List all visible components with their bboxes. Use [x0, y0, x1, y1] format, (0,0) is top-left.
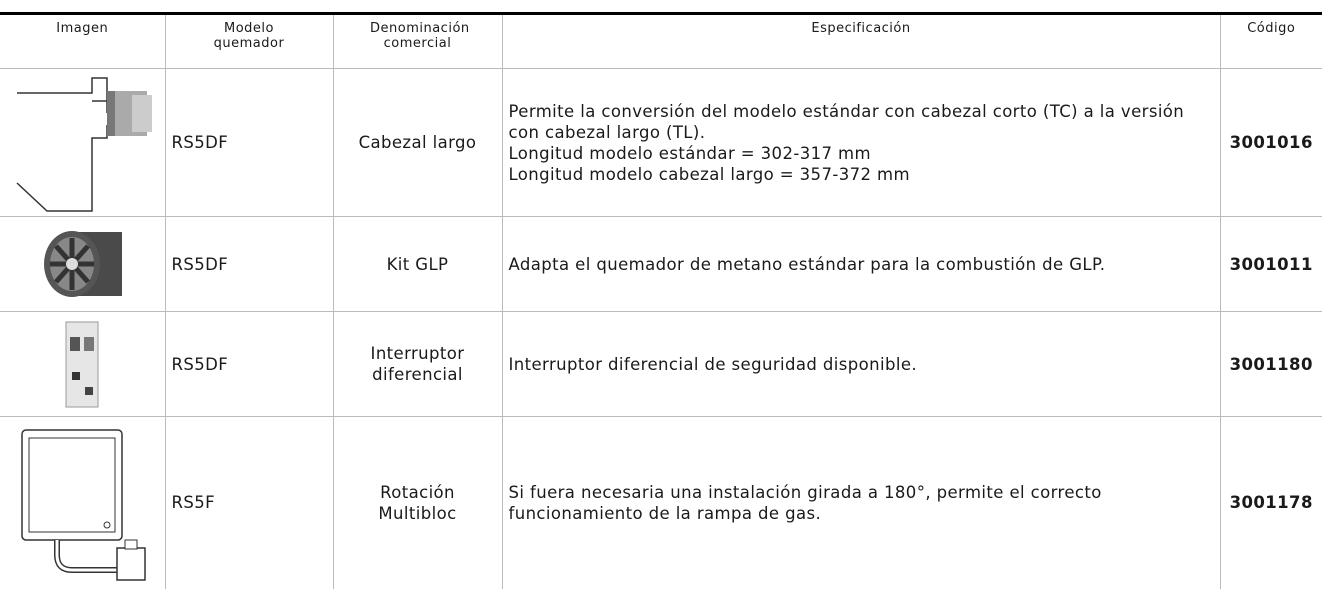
row: RS5DF Kit GLP Adapta el quemador de meta…	[0, 216, 1322, 312]
row: RS5DF Interruptor diferencial Interrupto…	[0, 311, 1322, 417]
image-cell	[0, 217, 165, 312]
code: 3001178	[1219, 416, 1322, 589]
header-cell: Código	[1219, 13, 1322, 69]
spec: Si fuera necesaria una instalación girad…	[501, 416, 1220, 589]
glp-kit-image	[44, 231, 123, 297]
model: RS5F	[164, 416, 333, 589]
model: RS5DF	[164, 68, 333, 217]
header-text: Denominación comercial	[370, 21, 470, 51]
spec: Adapta el quemador de metano estándar pa…	[501, 216, 1220, 312]
model: RS5DF	[164, 216, 333, 312]
header-cell: Imagen	[56, 21, 109, 36]
spec-line: Adapta el quemador de metano estándar pa…	[508, 254, 1106, 274]
image-cell	[0, 417, 165, 589]
model: RS5DF	[164, 311, 333, 417]
spec-line: Si fuera necesaria una instalación girad…	[508, 482, 1102, 523]
switch-image	[65, 321, 99, 407]
name: Cabezal largo	[332, 68, 502, 217]
row: RS5DF Cabezal largo Permite la conversió…	[0, 68, 1322, 217]
name: Kit GLP	[332, 216, 502, 312]
code: 3001016	[1219, 68, 1322, 217]
spec-line: Interruptor diferencial de seguridad dis…	[508, 354, 918, 374]
spec-line: Longitud modelo estándar = 302-317 mm	[508, 143, 871, 163]
image-cell	[0, 312, 165, 417]
spec: Interruptor diferencial de seguridad dis…	[501, 311, 1220, 417]
accessories-table: Imagen Modelo quemador Denominación come…	[0, 12, 1322, 589]
multibloc-image	[21, 429, 146, 581]
spec-line: Longitud modelo cabezal largo = 357-372 …	[508, 164, 910, 184]
header-row: Imagen Modelo quemador Denominación come…	[0, 13, 1322, 69]
spec-line: Permite la conversión del modelo estánda…	[508, 101, 1185, 142]
header-text: Modelo quemador	[213, 21, 285, 51]
name: Rotación Multibloc	[332, 416, 502, 589]
row: RS5F Rotación Multibloc Si fuera necesar…	[0, 416, 1322, 589]
header-cell: Modelo quemador	[164, 13, 333, 69]
code: 3001011	[1219, 216, 1322, 312]
image-cell	[0, 69, 165, 217]
long-head-image	[16, 76, 153, 212]
code: 3001180	[1219, 311, 1322, 417]
page: Imagen Modelo quemador Denominación come…	[0, 12, 1322, 597]
header-cell: Denominación comercial	[332, 13, 502, 69]
header-cell: Especificación	[501, 13, 1220, 69]
spec: Permite la conversión del modelo estánda…	[501, 68, 1220, 217]
name: Interruptor diferencial	[332, 311, 502, 417]
